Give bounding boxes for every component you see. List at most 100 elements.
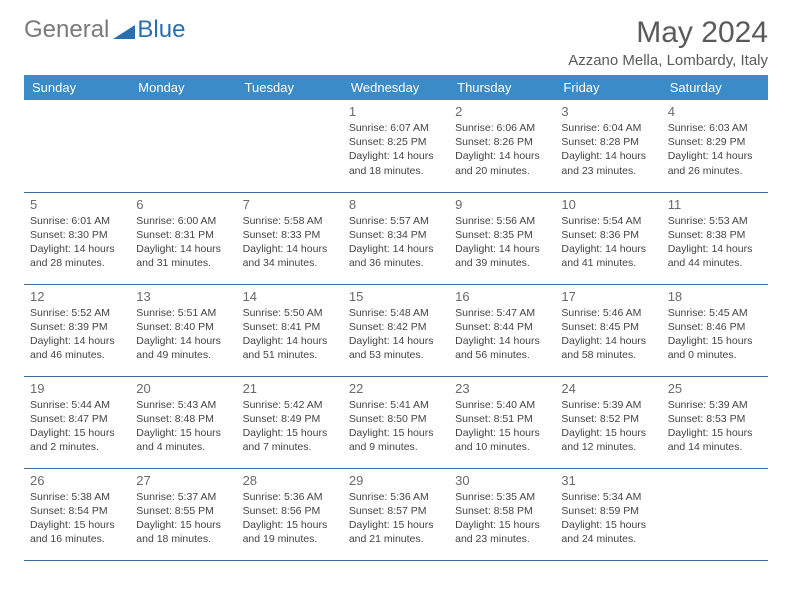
day-info: Sunrise: 5:47 AMSunset: 8:44 PMDaylight:… bbox=[455, 306, 549, 363]
calendar-cell: 31Sunrise: 5:34 AMSunset: 8:59 PMDayligh… bbox=[555, 468, 661, 560]
daylight-text: Daylight: 15 hours and 14 minutes. bbox=[668, 426, 762, 454]
daylight-text: Daylight: 14 hours and 46 minutes. bbox=[30, 334, 124, 362]
sunset-text: Sunset: 8:28 PM bbox=[561, 135, 655, 149]
calendar-cell: 21 Sunrise: 5:42 AMSunset: 8:49 PMDayligh… bbox=[237, 376, 343, 468]
daylight-text: Daylight: 14 hours and 58 minutes. bbox=[561, 334, 655, 362]
day-info: Sunrise: 5:57 AMSunset: 8:34 PMDaylight:… bbox=[349, 214, 443, 271]
sunrise-text: Sunrise: 5:43 AM bbox=[136, 398, 230, 412]
daylight-text: Daylight: 14 hours and 34 minutes. bbox=[243, 242, 337, 270]
calendar-cell: 8Sunrise: 5:57 AMSunset: 8:34 PMDaylight… bbox=[343, 192, 449, 284]
daylight-text: Daylight: 14 hours and 56 minutes. bbox=[455, 334, 549, 362]
sunset-text: Sunset: 8:44 PM bbox=[455, 320, 549, 334]
day-number: 21 bbox=[243, 381, 337, 396]
sunset-text: Sunset: 8:50 PM bbox=[349, 412, 443, 426]
day-info: Sunrise: 5:43 AMSunset: 8:48 PMDaylight:… bbox=[136, 398, 230, 455]
calendar-cell: 26Sunrise: 5:38 AMSunset: 8:54 PMDayligh… bbox=[24, 468, 130, 560]
sunset-text: Sunset: 8:56 PM bbox=[243, 504, 337, 518]
calendar-cell: 17Sunrise: 5:46 AMSunset: 8:45 PMDayligh… bbox=[555, 284, 661, 376]
day-number: 19 bbox=[30, 381, 124, 396]
sunset-text: Sunset: 8:54 PM bbox=[30, 504, 124, 518]
day-number: 27 bbox=[136, 473, 230, 488]
day-info: Sunrise: 5:48 AMSunset: 8:42 PMDaylight:… bbox=[349, 306, 443, 363]
calendar-cell-empty bbox=[662, 468, 768, 560]
logo: General Blue bbox=[24, 16, 185, 44]
sunrise-text: Sunrise: 5:38 AM bbox=[30, 490, 124, 504]
calendar-cell: 16Sunrise: 5:47 AMSunset: 8:44 PMDayligh… bbox=[449, 284, 555, 376]
title-block: May 2024 Azzano Mella, Lombardy, Italy bbox=[568, 16, 768, 69]
day-info: Sunrise: 6:01 AMSunset: 8:30 PMDaylight:… bbox=[30, 214, 124, 271]
day-info: Sunrise: 5:41 AMSunset: 8:50 PMDaylight:… bbox=[349, 398, 443, 455]
sunrise-text: Sunrise: 5:54 AM bbox=[561, 214, 655, 228]
sunrise-text: Sunrise: 6:04 AM bbox=[561, 121, 655, 135]
daylight-text: Daylight: 14 hours and 41 minutes. bbox=[561, 242, 655, 270]
daylight-text: Daylight: 14 hours and 44 minutes. bbox=[668, 242, 762, 270]
weekday-header: Wednesday bbox=[343, 75, 449, 100]
day-info: Sunrise: 5:35 AMSunset: 8:58 PMDaylight:… bbox=[455, 490, 549, 547]
calendar-cell: 1Sunrise: 6:07 AMSunset: 8:25 PMDaylight… bbox=[343, 100, 449, 192]
sunrise-text: Sunrise: 5:41 AM bbox=[349, 398, 443, 412]
sunset-text: Sunset: 8:34 PM bbox=[349, 228, 443, 242]
daylight-text: Daylight: 14 hours and 20 minutes. bbox=[455, 149, 549, 177]
daylight-text: Daylight: 14 hours and 39 minutes. bbox=[455, 242, 549, 270]
day-number: 12 bbox=[30, 289, 124, 304]
sunset-text: Sunset: 8:26 PM bbox=[455, 135, 549, 149]
calendar-cell: 15Sunrise: 5:48 AMSunset: 8:42 PMDayligh… bbox=[343, 284, 449, 376]
calendar-cell: 30 Sunrise: 5:35 AMSunset: 8:58 PMDayligh… bbox=[449, 468, 555, 560]
sunset-text: Sunset: 8:31 PM bbox=[136, 228, 230, 242]
day-number: 2 bbox=[455, 104, 549, 119]
calendar-cell: 20Sunrise: 5:43 AMSunset: 8:48 PMDayligh… bbox=[130, 376, 236, 468]
sunrise-text: Sunrise: 6:07 AM bbox=[349, 121, 443, 135]
sunset-text: Sunset: 8:40 PM bbox=[136, 320, 230, 334]
day-info: Sunrise: 6:00 AMSunset: 8:31 PMDaylight:… bbox=[136, 214, 230, 271]
logo-text-general: General bbox=[24, 16, 109, 44]
day-number: 5 bbox=[30, 197, 124, 212]
daylight-text: Daylight: 15 hours and 10 minutes. bbox=[455, 426, 549, 454]
day-number: 6 bbox=[136, 197, 230, 212]
daylight-text: Daylight: 14 hours and 28 minutes. bbox=[30, 242, 124, 270]
day-info: Sunrise: 5:52 AMSunset: 8:39 PMDaylight:… bbox=[30, 306, 124, 363]
day-number: 26 bbox=[30, 473, 124, 488]
sunset-text: Sunset: 8:39 PM bbox=[30, 320, 124, 334]
sunset-text: Sunset: 8:48 PM bbox=[136, 412, 230, 426]
daylight-text: Daylight: 15 hours and 9 minutes. bbox=[349, 426, 443, 454]
daylight-text: Daylight: 14 hours and 53 minutes. bbox=[349, 334, 443, 362]
day-number: 13 bbox=[136, 289, 230, 304]
calendar-row: 1Sunrise: 6:07 AMSunset: 8:25 PMDaylight… bbox=[24, 100, 768, 192]
calendar-cell: 2 Sunrise: 6:06 AMSunset: 8:26 PMDaylight… bbox=[449, 100, 555, 192]
calendar-cell: 12 Sunrise: 5:52 AMSunset: 8:39 PMDayligh… bbox=[24, 284, 130, 376]
calendar-cell: 3Sunrise: 6:04 AMSunset: 8:28 PMDaylight… bbox=[555, 100, 661, 192]
day-info: Sunrise: 5:46 AMSunset: 8:45 PMDaylight:… bbox=[561, 306, 655, 363]
calendar-cell: 18Sunrise: 5:45 AMSunset: 8:46 PMDayligh… bbox=[662, 284, 768, 376]
calendar-cell: 14Sunrise: 5:50 AMSunset: 8:41 PMDayligh… bbox=[237, 284, 343, 376]
calendar-cell: 11Sunrise: 5:53 AMSunset: 8:38 PMDayligh… bbox=[662, 192, 768, 284]
sunrise-text: Sunrise: 5:39 AM bbox=[668, 398, 762, 412]
sunset-text: Sunset: 8:36 PM bbox=[561, 228, 655, 242]
daylight-text: Daylight: 14 hours and 36 minutes. bbox=[349, 242, 443, 270]
day-number: 9 bbox=[455, 197, 549, 212]
daylight-text: Daylight: 14 hours and 51 minutes. bbox=[243, 334, 337, 362]
daylight-text: Daylight: 15 hours and 23 minutes. bbox=[455, 518, 549, 546]
calendar-cell: 24Sunrise: 5:39 AMSunset: 8:52 PMDayligh… bbox=[555, 376, 661, 468]
sunrise-text: Sunrise: 5:51 AM bbox=[136, 306, 230, 320]
sunrise-text: Sunrise: 6:06 AM bbox=[455, 121, 549, 135]
weekday-header: Friday bbox=[555, 75, 661, 100]
day-number: 29 bbox=[349, 473, 443, 488]
sunrise-text: Sunrise: 5:36 AM bbox=[349, 490, 443, 504]
day-info: Sunrise: 5:36 AMSunset: 8:57 PMDaylight:… bbox=[349, 490, 443, 547]
day-number: 30 bbox=[455, 473, 549, 488]
sunrise-text: Sunrise: 5:36 AM bbox=[243, 490, 337, 504]
day-info: Sunrise: 5:42 AMSunset: 8:49 PMDaylight:… bbox=[243, 398, 337, 455]
day-info: Sunrise: 5:53 AMSunset: 8:38 PMDaylight:… bbox=[668, 214, 762, 271]
sunset-text: Sunset: 8:53 PM bbox=[668, 412, 762, 426]
day-number: 7 bbox=[243, 197, 337, 212]
day-info: Sunrise: 5:40 AMSunset: 8:51 PMDaylight:… bbox=[455, 398, 549, 455]
daylight-text: Daylight: 14 hours and 23 minutes. bbox=[561, 149, 655, 177]
sunrise-text: Sunrise: 5:56 AM bbox=[455, 214, 549, 228]
calendar-cell-empty bbox=[130, 100, 236, 192]
day-info: Sunrise: 6:03 AMSunset: 8:29 PMDaylight:… bbox=[668, 121, 762, 178]
daylight-text: Daylight: 14 hours and 26 minutes. bbox=[668, 149, 762, 177]
daylight-text: Daylight: 15 hours and 24 minutes. bbox=[561, 518, 655, 546]
day-number: 18 bbox=[668, 289, 762, 304]
day-info: Sunrise: 5:39 AMSunset: 8:53 PMDaylight:… bbox=[668, 398, 762, 455]
sunrise-text: Sunrise: 6:03 AM bbox=[668, 121, 762, 135]
